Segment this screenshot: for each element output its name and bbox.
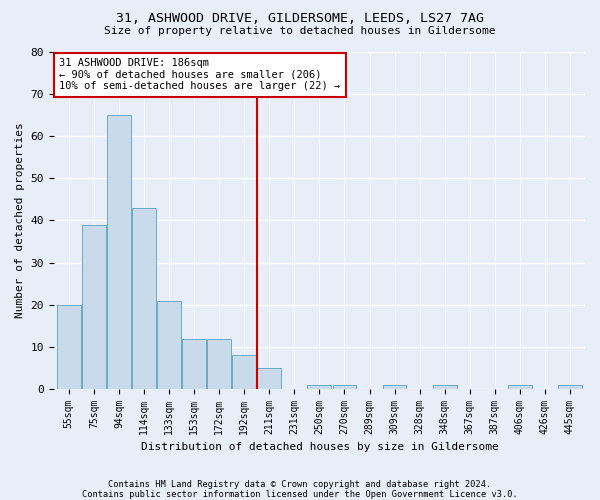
Bar — [383, 385, 406, 389]
Y-axis label: Number of detached properties: Number of detached properties — [15, 122, 25, 318]
Bar — [207, 338, 231, 389]
Bar — [558, 385, 582, 389]
Text: Contains HM Land Registry data © Crown copyright and database right 2024.: Contains HM Land Registry data © Crown c… — [109, 480, 491, 489]
Text: 31, ASHWOOD DRIVE, GILDERSOME, LEEDS, LS27 7AG: 31, ASHWOOD DRIVE, GILDERSOME, LEEDS, LS… — [116, 12, 484, 26]
Text: Size of property relative to detached houses in Gildersome: Size of property relative to detached ho… — [104, 26, 496, 36]
Bar — [157, 300, 181, 389]
Text: Contains public sector information licensed under the Open Government Licence v3: Contains public sector information licen… — [82, 490, 518, 499]
Text: 31 ASHWOOD DRIVE: 186sqm
← 90% of detached houses are smaller (206)
10% of semi-: 31 ASHWOOD DRIVE: 186sqm ← 90% of detach… — [59, 58, 340, 92]
Bar — [182, 338, 206, 389]
Bar — [332, 385, 356, 389]
X-axis label: Distribution of detached houses by size in Gildersome: Distribution of detached houses by size … — [140, 442, 498, 452]
Bar — [508, 385, 532, 389]
Bar — [82, 224, 106, 389]
Bar — [257, 368, 281, 389]
Bar — [57, 305, 81, 389]
Bar — [307, 385, 331, 389]
Bar — [107, 115, 131, 389]
Bar — [433, 385, 457, 389]
Bar — [132, 208, 156, 389]
Bar — [232, 356, 256, 389]
